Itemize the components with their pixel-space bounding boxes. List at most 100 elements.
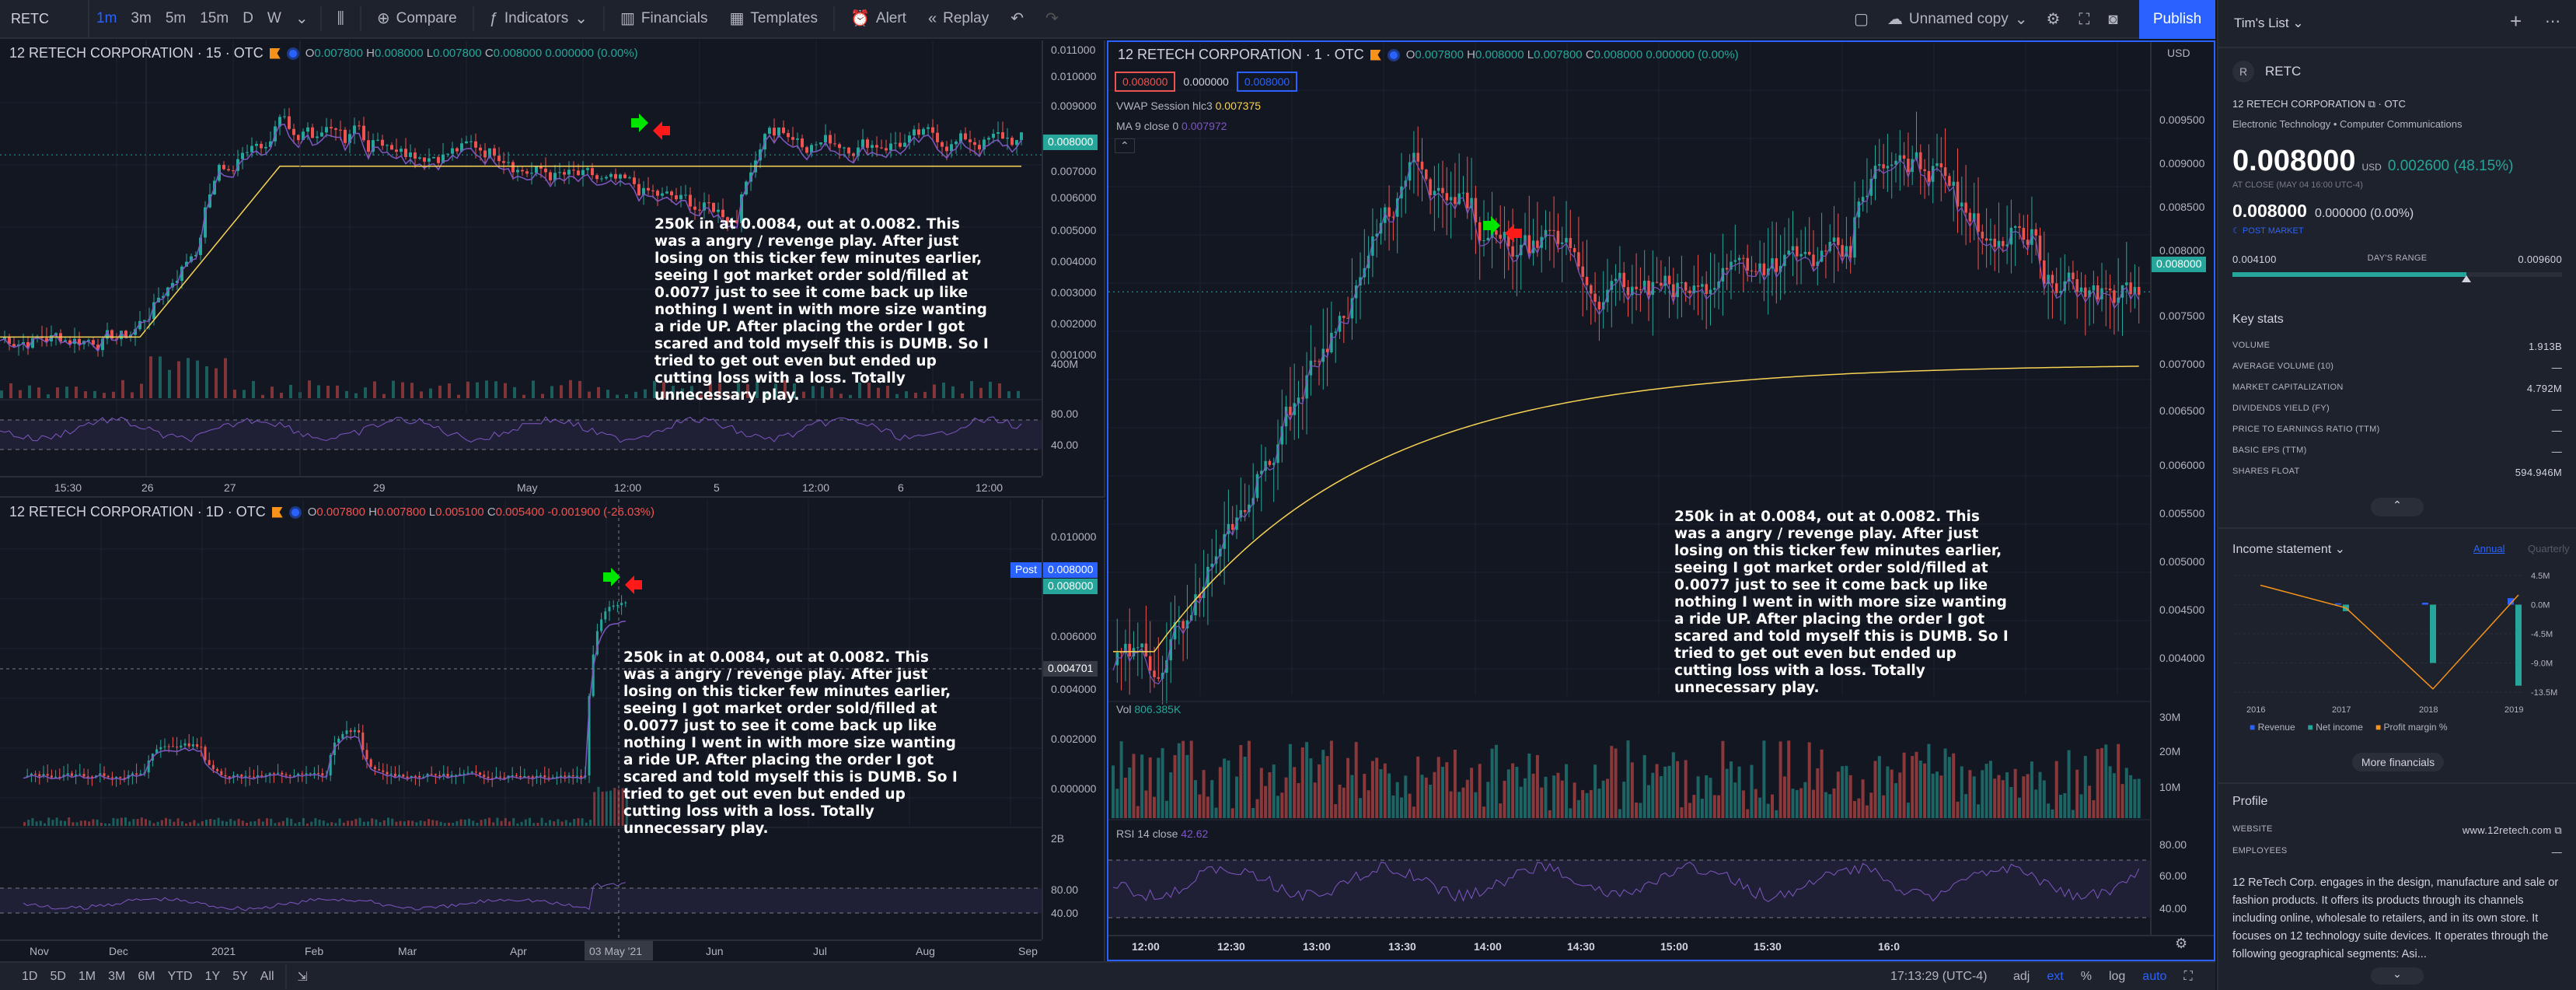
volume-bar (524, 819, 527, 826)
range-1d[interactable]: 1D (22, 969, 38, 983)
legend-revenue[interactable]: ■ Revenue (2250, 722, 2295, 733)
layout-name-button[interactable]: ☁ Unnamed copy ⌄ (1887, 11, 2028, 28)
layout-icon[interactable]: ▢ (1854, 11, 1869, 28)
ext-toggle[interactable]: ext (2047, 969, 2064, 983)
range-6m[interactable]: 6M (138, 969, 155, 983)
interval-5m[interactable]: 5m (165, 10, 187, 26)
candle (301, 773, 304, 775)
volume-legend[interactable]: Vol 806.385K (1116, 703, 1182, 715)
interval-d[interactable]: D (243, 10, 253, 26)
more-financials-button[interactable]: More financials (2352, 753, 2444, 771)
replay-button[interactable]: « Replay (917, 0, 1000, 38)
flag-icon[interactable] (271, 506, 283, 518)
candle (1730, 261, 1733, 270)
ma-legend[interactable]: MA 9 close 0 0.007972 (1116, 120, 1227, 132)
fullscreen-icon[interactable]: ⛶ (2079, 11, 2090, 28)
interval-3m[interactable]: 3m (131, 10, 152, 26)
time-axis[interactable]: 15:30 26 27 29 May 12:00 5 12:00 6 12:00 (0, 476, 1042, 496)
last-price: 0.008000 (2232, 145, 2356, 177)
income-statement-chart[interactable]: 4.5M 0.0M -4.5M -9.0M -13.5M 2016 2017 2018 2019 (2226, 560, 2568, 715)
website-link[interactable]: www.12retech.com ⧉ (2462, 824, 2562, 836)
range-ytd[interactable]: YTD (167, 969, 193, 983)
axis-tick-label: Jul (813, 945, 827, 957)
industry[interactable]: Computer Communications (2340, 118, 2463, 130)
more-icon[interactable]: ⋯ (2545, 13, 2560, 30)
annual-tab[interactable]: Annual (2473, 543, 2505, 554)
interval-1m[interactable]: 1m (96, 10, 117, 26)
volume-bar (347, 820, 349, 826)
candle (516, 170, 519, 173)
time-axis[interactable]: 12:00 12:30 13:00 13:30 14:00 14:30 15:00 15:30… (1108, 935, 2214, 955)
candle (768, 128, 771, 135)
range-5d[interactable]: 5D (50, 969, 66, 983)
candle (978, 145, 981, 150)
rsi-legend[interactable]: RSI 14 close 42.62 (1116, 827, 1209, 840)
templates-button[interactable]: ▦ Templates (718, 0, 829, 38)
volume-bar (306, 823, 309, 826)
candle (1276, 444, 1279, 464)
quarterly-tab[interactable]: Quarterly (2528, 543, 2570, 554)
auto-toggle[interactable]: auto (2142, 969, 2167, 983)
chart-pane-15m[interactable]: 12 RETECH CORPORATION · 15 · OTC O0.0078… (0, 40, 1105, 498)
symbol-search[interactable]: RETC (0, 0, 89, 38)
camera-icon[interactable]: ◙ (2108, 11, 2118, 28)
volume-bar (298, 822, 301, 826)
range-all[interactable]: All (260, 969, 274, 983)
interval-w[interactable]: W (267, 10, 281, 26)
undo-icon: ↶ (1011, 10, 1024, 27)
adj-toggle[interactable]: adj (2013, 969, 2030, 983)
interval-15m[interactable]: 15m (200, 10, 229, 26)
compare-button[interactable]: ⊕ Compare (366, 0, 468, 38)
gear-icon[interactable]: ⚙ (2046, 11, 2061, 28)
candle (1119, 652, 1123, 654)
range-1y[interactable]: 1Y (204, 969, 221, 983)
candle (805, 147, 808, 153)
undo-button[interactable]: ↶ (1000, 0, 1035, 38)
range-3m[interactable]: 3M (108, 969, 126, 983)
price-axis[interactable]: USD 0.009500 0.009000 0.008500 0.008000 0.00… (2150, 42, 2212, 935)
watchlist-title-button[interactable]: Tim's List ⌄ (2234, 16, 2304, 31)
price-axis[interactable]: 0.011000 0.010000 0.009000 0.008000 0.007000… (1042, 40, 1104, 476)
bid-button[interactable]: 0.008000 (1115, 72, 1176, 92)
volume-bar (1746, 809, 1750, 818)
sector[interactable]: Electronic Technology (2232, 118, 2331, 130)
chevron-down-icon: ⌄ (2014, 11, 2028, 28)
candle (1667, 275, 1671, 285)
vwap-legend[interactable]: VWAP Session hlc3 0.007375 (1116, 100, 1262, 112)
axis-tick-label: Jun (706, 945, 724, 957)
gear-icon[interactable]: ⚙ (2175, 936, 2188, 951)
date-range-icon[interactable]: ⇲ (297, 970, 308, 984)
chart-pane-1d[interactable]: 12 RETECH CORPORATION · 1D · OTC O0.0078… (0, 499, 1105, 961)
collapse-legend-button[interactable]: ⌃ (1115, 138, 1135, 153)
flag-icon[interactable] (1370, 49, 1381, 61)
time-axis[interactable]: Nov Dec 2021 Feb Mar Apr 03 May '21 Jun Jul Aug Se… (0, 939, 1042, 960)
plus-icon[interactable]: + (2510, 9, 2522, 33)
clock[interactable]: 17:13:29 (UTC-4) (1890, 969, 1988, 983)
interval-dropdown[interactable]: ⌄ (288, 0, 316, 38)
fullscreen-icon[interactable]: ⛶ (2183, 969, 2193, 983)
legend-net-income[interactable]: ■ Net income (2307, 722, 2363, 733)
ask-button[interactable]: 0.008000 (1236, 72, 1298, 92)
redo-button[interactable]: ↷ (1035, 0, 1070, 38)
company-row[interactable]: 12 RETECH CORPORATION ⧉ · OTC (2232, 98, 2406, 110)
legend-profit-margin[interactable]: ■ Profit margin % (2375, 722, 2448, 733)
volume-bar (1230, 808, 1234, 818)
range-5y[interactable]: 5Y (232, 969, 248, 983)
symbol-name[interactable]: RETC (2265, 64, 2302, 79)
volume-bar (128, 821, 131, 826)
alert-button[interactable]: ⏰ Alert (839, 0, 917, 38)
income-statement-dropdown[interactable]: Income statement ⌄ (2232, 543, 2346, 556)
flag-icon[interactable] (269, 47, 281, 59)
volume-bar (718, 383, 721, 398)
publish-button[interactable]: Publish (2139, 0, 2215, 39)
collapse-stats-button[interactable]: ⌃ (2371, 498, 2424, 516)
indicators-button[interactable]: ƒ Indicators ⌄ (479, 0, 599, 38)
range-1m[interactable]: 1M (78, 969, 96, 983)
chart-pane-1m[interactable]: 12 RETECH CORPORATION · 1 · OTC O0.00780… (1107, 40, 2215, 961)
percent-toggle[interactable]: % (2080, 969, 2092, 983)
expand-description-button[interactable]: ⌄ (2371, 967, 2424, 985)
chart-type-button[interactable]: ⫼ (326, 0, 355, 38)
log-toggle[interactable]: log (2108, 969, 2126, 983)
candle (2072, 272, 2075, 279)
financials-button[interactable]: ▥ Financials (609, 0, 718, 38)
